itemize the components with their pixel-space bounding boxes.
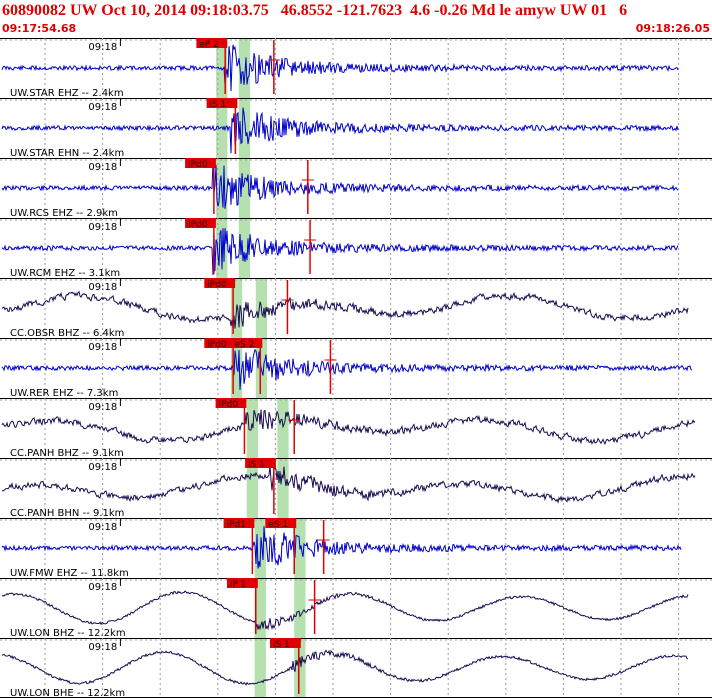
trace-waveform — [1, 290, 689, 330]
seismogram-plot[interactable]: eP 2 iS 1 iPd0 iPd0 iPd0 iPd0 eS 2 iPd0 iS 1 iPd1… — [0, 38, 712, 698]
pick-label: eS 2 — [235, 340, 255, 350]
pick-label: iS 1 — [248, 460, 265, 470]
phase-window — [246, 398, 258, 458]
trace-waveform — [1, 464, 696, 504]
end-time-label: 09:18:26.05 — [635, 22, 710, 35]
pick-label: iPd0 — [219, 400, 239, 410]
trace-label: CC.PANH BHN -- 9.1km — [10, 508, 124, 519]
pick-marker — [265, 518, 297, 528]
phase-window — [246, 458, 258, 518]
trace-label: UW.STAR EHN -- 2.4km — [10, 148, 124, 159]
phase-picks: eP 2 iS 1 iPd0 iPd0 iPd0 iPd0 eS 2 iPd0 iS 1 iPd1… — [185, 38, 337, 694]
time-tick-label: 09:18 — [88, 642, 117, 653]
trace-waveform — [1, 526, 682, 569]
pick-label: iPd0 — [207, 340, 227, 350]
phase-window — [216, 38, 228, 98]
pick-marker — [227, 578, 258, 588]
phase-window — [294, 638, 306, 698]
trace-waveform — [1, 228, 679, 276]
phase-window — [277, 458, 289, 518]
phase-window — [238, 158, 251, 218]
pick-label: eS 1 — [268, 520, 288, 530]
pick-marker — [206, 98, 238, 108]
trace-label: UW.RER EHZ -- 7.3km — [10, 388, 118, 399]
time-tick-label: 09:18 — [88, 162, 117, 173]
time-tick-label: 09:18 — [88, 522, 117, 533]
trace-waveform — [1, 348, 693, 390]
trace-waveform — [1, 44, 679, 92]
seismic-traces — [1, 44, 696, 686]
pick-marker — [204, 338, 236, 348]
pick-marker — [231, 338, 263, 348]
trace-label: UW.RCS EHZ -- 2.9km — [10, 208, 118, 219]
start-time-label: 09:17:54.68 — [2, 22, 77, 35]
phase-window — [294, 578, 306, 638]
pick-label: iS 1 — [273, 640, 290, 650]
time-tick-label: 09:18 — [88, 582, 117, 593]
pick-label: iPd1 — [227, 520, 246, 530]
time-tick-label: 09:18 — [88, 342, 117, 353]
trace-label: UW.RCM EHZ -- 3.1km — [10, 268, 120, 279]
phase-window — [238, 38, 251, 98]
trace-label: UW.LON BHZ -- 12.2km — [10, 628, 126, 639]
trace-labels: 09:18 UW.STAR EHZ -- 2.4km 09:18 UW.STAR EH… — [10, 42, 129, 698]
time-tick-label: 09:18 — [88, 402, 117, 413]
trace-waveform — [1, 590, 689, 631]
event-title: 60890082 UW Oct 10, 2014 09:18:03.75 46.… — [2, 2, 628, 19]
trace-waveform — [1, 161, 679, 209]
phase-window — [238, 218, 251, 278]
trace-label: UW.STAR EHZ -- 2.4km — [10, 88, 124, 99]
trace-label: CC.OBSR BHZ -- 6.4km — [10, 328, 124, 339]
pick-marker — [196, 38, 228, 48]
time-tick-label: 09:18 — [88, 282, 117, 293]
pick-label: eP 2 — [199, 40, 219, 50]
phase-window — [254, 578, 266, 638]
phase-window — [238, 98, 251, 158]
trace-waveform — [1, 107, 679, 154]
pick-marker — [204, 278, 236, 288]
phase-window — [216, 98, 228, 158]
pick-marker — [185, 218, 216, 228]
time-tick-label: 09:18 — [88, 102, 117, 113]
pick-label: iPd0 — [188, 220, 208, 230]
pick-marker — [215, 398, 247, 408]
pick-marker — [185, 158, 216, 168]
trace-label: CC.PANH BHZ -- 9.1km — [10, 448, 124, 459]
pick-marker — [245, 458, 276, 468]
pick-label: iPd0 — [207, 280, 227, 290]
time-tick-label: 09:18 — [88, 462, 117, 473]
trace-label: UW.LON BHE -- 12.2km — [10, 688, 125, 698]
phase-window — [254, 638, 266, 698]
pick-label: iPd0 — [188, 160, 208, 170]
trace-waveform — [1, 409, 696, 446]
pick-label: iS 1 — [210, 100, 227, 110]
trace-label: UW.FMW EHZ -- 11.8km — [10, 568, 129, 579]
time-tick-label: 09:18 — [88, 42, 117, 53]
pick-marker — [270, 638, 301, 648]
pick-marker — [223, 518, 255, 528]
time-tick-label: 09:18 — [88, 222, 117, 233]
event-header: 60890082 UW Oct 10, 2014 09:18:03.75 46.… — [0, 0, 712, 38]
pick-label: iP 1 — [230, 580, 247, 590]
trace-waveform — [1, 649, 689, 686]
